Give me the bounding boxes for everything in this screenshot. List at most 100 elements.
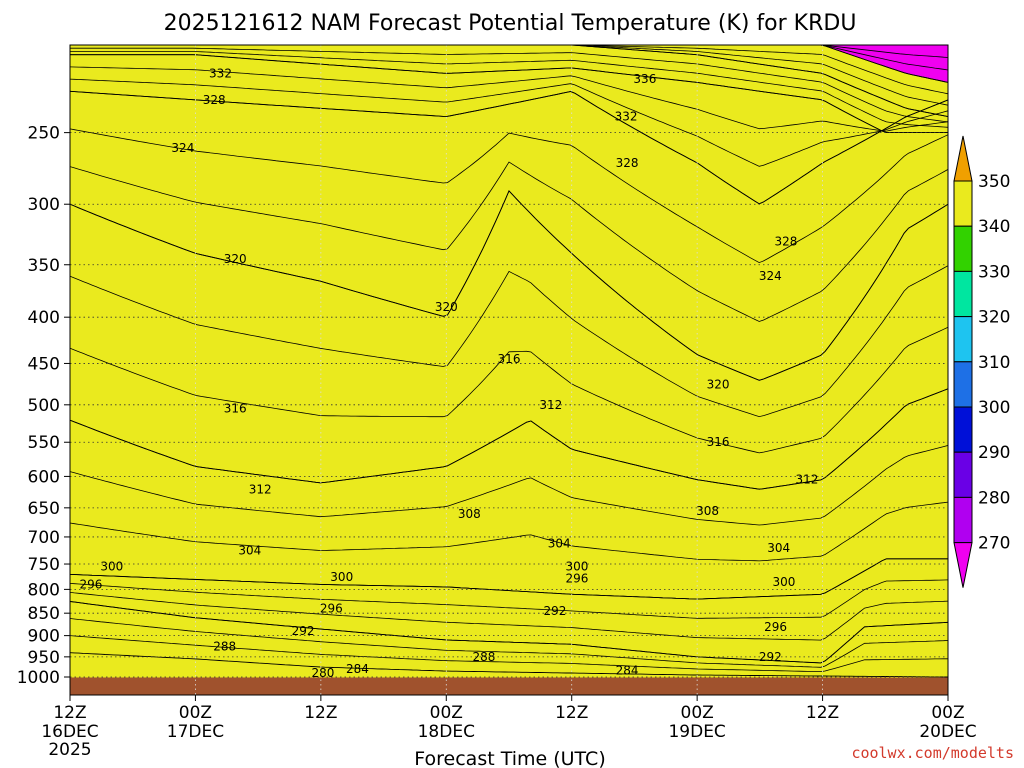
contour-label: 308 — [458, 507, 481, 521]
colorbar-label: 300 — [978, 398, 1010, 418]
contour-label: 320 — [707, 378, 730, 392]
contour-label: 296 — [764, 620, 787, 634]
x-tick-label: 17DEC — [167, 722, 224, 742]
contour-line — [70, 388, 948, 490]
colorbar-label: 310 — [978, 353, 1010, 373]
contour-label: 328 — [203, 93, 226, 107]
colorbar-segment — [953, 180, 973, 227]
contour-line — [70, 45, 948, 106]
contour-label: 324 — [171, 141, 194, 155]
contour-label: 316 — [498, 352, 521, 366]
contour-line — [70, 190, 948, 381]
colorbar-segment — [953, 270, 973, 318]
contour-line — [70, 558, 948, 600]
contour-line — [70, 47, 948, 123]
colorbar-segment — [953, 316, 973, 363]
x-tick-label: 16DEC — [41, 722, 98, 742]
y-tick-label: 450 — [28, 354, 60, 374]
contour-label: 316 — [224, 402, 247, 416]
contour-label: 332 — [209, 66, 232, 80]
contour-label: 328 — [775, 235, 798, 249]
y-tick-label: 700 — [28, 528, 60, 548]
contour-line — [70, 128, 948, 264]
colorbar-arrow-bottom — [953, 542, 973, 588]
contour-line — [70, 51, 948, 128]
y-tick-label: 250 — [28, 124, 60, 144]
contour-label: 300 — [772, 575, 795, 589]
contour-line — [70, 161, 948, 322]
colorbar-label: 350 — [978, 172, 1010, 192]
contour-line — [70, 66, 948, 132]
contour-line — [70, 592, 948, 641]
plot-frame — [69, 44, 949, 696]
colorbar-label: 290 — [978, 443, 1010, 463]
x-tick-label: 00Z — [430, 703, 463, 723]
y-tick-label: 1000 — [17, 668, 60, 688]
contour-label: 284 — [616, 663, 639, 677]
x-tick-label: 12Z — [304, 703, 337, 723]
contour-label: 304 — [238, 544, 261, 558]
x-tick-label: 00Z — [931, 703, 964, 723]
x-tick-label: 00Z — [681, 703, 714, 723]
colorbar: 270 280 290 300 310 320 330 340 350 — [953, 135, 1010, 588]
y-tick-label: 950 — [28, 648, 60, 668]
x-axis-label: Forecast Time (UTC) — [414, 748, 605, 768]
x-tick-label: 12Z — [806, 703, 839, 723]
y-tick-label: 800 — [28, 580, 60, 600]
contour-line — [70, 579, 948, 619]
contour-label: 292 — [292, 624, 315, 638]
colorbar-label: 270 — [978, 534, 1010, 554]
x-tick-label: 19DEC — [668, 722, 725, 742]
contour-label: 316 — [707, 435, 730, 449]
colorbar-segment — [953, 451, 973, 498]
contour-line — [70, 635, 948, 673]
contour-label: 308 — [696, 504, 719, 518]
contour-label: 288 — [213, 639, 236, 653]
contour-label: 300 — [330, 570, 353, 584]
contour-label: 284 — [346, 662, 369, 676]
colorbar-label: 320 — [978, 308, 1010, 328]
x-tick-label: 12Z — [555, 703, 588, 723]
x-tick-label: 2025 — [48, 740, 91, 760]
contour-line — [70, 45, 948, 118]
credit-text: coolwx.com/modelts — [851, 744, 1014, 762]
contour-label: 288 — [472, 650, 495, 664]
colorbar-segment — [953, 361, 973, 408]
band-fill-8 — [70, 45, 948, 695]
x-tick-label: 20DEC — [919, 722, 976, 742]
contour-line — [70, 265, 948, 418]
colorbar-segment — [953, 225, 973, 272]
contour-label: 320 — [435, 300, 458, 314]
contour-label: 320 — [224, 252, 247, 266]
y-tick-label: 650 — [28, 499, 60, 519]
contour-line — [70, 45, 948, 95]
x-tick-label: 12Z — [53, 703, 86, 723]
contour-label: 304 — [548, 537, 571, 551]
contour-label: 296 — [320, 602, 343, 616]
contour-label: 300 — [100, 560, 123, 574]
contour-label: 304 — [767, 541, 790, 555]
contour-line — [70, 601, 948, 664]
x-tick-label: 18DEC — [418, 722, 475, 742]
contour-line — [70, 54, 948, 134]
y-tick-label: 900 — [28, 627, 60, 647]
contour-label: 292 — [759, 650, 782, 664]
colorbar-arrow-top — [953, 135, 973, 182]
y-tick-label: 300 — [28, 195, 60, 215]
contour-line — [70, 501, 948, 562]
y-tick-label: 550 — [28, 433, 60, 453]
colorbar-label: 330 — [978, 262, 1010, 282]
contour-line — [70, 326, 948, 454]
contour-line — [70, 652, 948, 678]
colorbar-segment — [953, 496, 973, 544]
contour-line — [70, 445, 948, 526]
contour-label: 332 — [615, 110, 638, 124]
contour-label: 296 — [79, 577, 102, 591]
contour-label: 296 — [565, 571, 588, 585]
y-tick-label: 850 — [28, 604, 60, 624]
contour-line — [70, 90, 948, 205]
colorbar-label: 340 — [978, 217, 1010, 237]
y-tick-label: 350 — [28, 256, 60, 276]
